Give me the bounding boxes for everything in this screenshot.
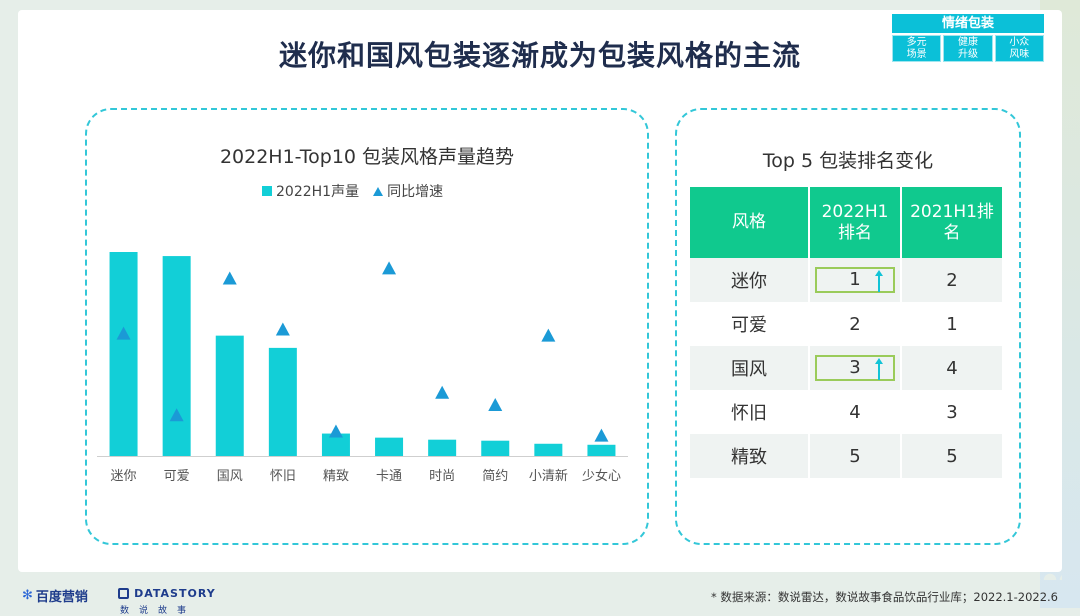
- growth-marker-4: [328, 424, 343, 438]
- stamp-edge: [18, 566, 1062, 580]
- cell-style: 怀旧: [731, 403, 767, 424]
- header-style: 风格: [690, 187, 808, 258]
- table-row: 怀旧 4 3: [690, 390, 1002, 434]
- cell-style: 可爱: [731, 315, 767, 336]
- table-row: 精致 5 5: [690, 434, 1002, 478]
- bar-3: [268, 347, 297, 456]
- badge-header: 情绪包装: [892, 14, 1044, 33]
- bar-4: [321, 433, 350, 456]
- badge-cell: 多元 场景: [892, 35, 942, 62]
- cell-style: 迷你: [690, 258, 808, 302]
- paw-icon: ✻: [22, 588, 33, 603]
- growth-marker-7: [488, 398, 503, 411]
- bar-0: [109, 252, 138, 456]
- ranking-table: 风格 2022H1 排名 2021H1排 名 迷你 1 2 可爱 2 1 国风 3 4 怀旧 4 3 精…: [688, 187, 1004, 478]
- x-tick-label: 可爱: [164, 469, 190, 484]
- bar-6: [428, 439, 457, 456]
- bar-swatch-icon: [262, 186, 272, 196]
- cell-rank-2022: 2: [849, 313, 861, 335]
- bar-5: [375, 437, 404, 456]
- baidu-logo: ✻ 百度营销: [22, 588, 88, 605]
- cell-rank-2021: 3: [946, 401, 958, 423]
- triangle-marker-icon: [373, 186, 384, 196]
- legend-item-growth: 同比增速: [373, 181, 443, 201]
- cell-rank-2021: 1: [946, 313, 958, 335]
- table-row: 可爱 2 1: [690, 302, 1002, 346]
- growth-marker-8: [541, 328, 556, 342]
- page-title: 迷你和国风包装逐渐成为包装风格的主流: [278, 39, 801, 72]
- chart-legend: 2022H1声量 同比增速: [262, 181, 443, 201]
- arrow-up-icon: [875, 358, 883, 380]
- table-row: 国风 3 4: [690, 346, 1002, 390]
- x-tick-label: 迷你: [111, 469, 137, 484]
- growth-marker-3: [275, 322, 290, 336]
- x-tick-label: 卡通: [376, 469, 402, 484]
- growth-marker-6: [435, 385, 450, 399]
- arrow-up-icon: [875, 270, 883, 292]
- bar-2: [215, 335, 244, 456]
- header-rank-2022: 2022H1 排名: [810, 187, 900, 258]
- bar-1: [162, 256, 191, 456]
- header-rank-2021: 2021H1排 名: [902, 187, 1002, 258]
- legend-item-volume: 2022H1声量: [262, 181, 359, 201]
- x-tick-label: 怀旧: [270, 469, 296, 484]
- growth-marker-2: [222, 271, 237, 285]
- growth-marker-0: [116, 326, 131, 340]
- datastory-logo: DATASTORY 数说故事: [118, 587, 216, 616]
- x-tick-label: 简约: [482, 468, 508, 484]
- badge-cell: 小众 风味: [994, 35, 1044, 62]
- cell-rank-2022: 3: [810, 346, 900, 390]
- chart-title: 2022H1-Top10 包装风格声量趋势: [219, 146, 515, 168]
- badge-cell: 健康 升级: [943, 35, 993, 62]
- bar-7: [481, 440, 510, 456]
- cell-rank-2021: 4: [902, 346, 1002, 390]
- cell-style: 精致: [690, 434, 808, 478]
- cell-rank-2021: 2: [902, 258, 1002, 302]
- x-tick-label: 国风: [217, 469, 243, 484]
- x-tick-label: 时尚: [429, 469, 455, 484]
- cell-rank-2022: 1: [810, 258, 900, 302]
- table-title: Top 5 包装排名变化: [762, 150, 934, 172]
- x-tick-label: 精致: [323, 469, 349, 484]
- cell-style: 国风: [690, 346, 808, 390]
- growth-marker-9: [594, 428, 609, 442]
- rank-up-highlight: 1: [815, 267, 895, 293]
- growth-marker-5: [382, 261, 397, 275]
- rank-up-highlight: 3: [815, 355, 895, 381]
- bar-8: [534, 443, 563, 456]
- bar-9: [587, 444, 616, 456]
- data-source-note: * 数据来源：数说雷达，数说故事食品饮品行业库；2022.1-2022.6: [710, 590, 1058, 604]
- growth-marker-1: [169, 408, 184, 422]
- cell-rank-2022: 4: [849, 401, 861, 423]
- topic-badge: 情绪包装 多元 场景 健康 升级 小众 风味: [892, 14, 1044, 64]
- x-tick-label: 小清新: [529, 468, 568, 484]
- datastory-mark-icon: [118, 588, 129, 599]
- cell-rank-2022: 5: [810, 434, 900, 478]
- cell-rank-2021: 5: [902, 434, 1002, 478]
- table-row: 迷你 1 2: [690, 258, 1002, 302]
- x-tick-label: 少女心: [582, 468, 621, 484]
